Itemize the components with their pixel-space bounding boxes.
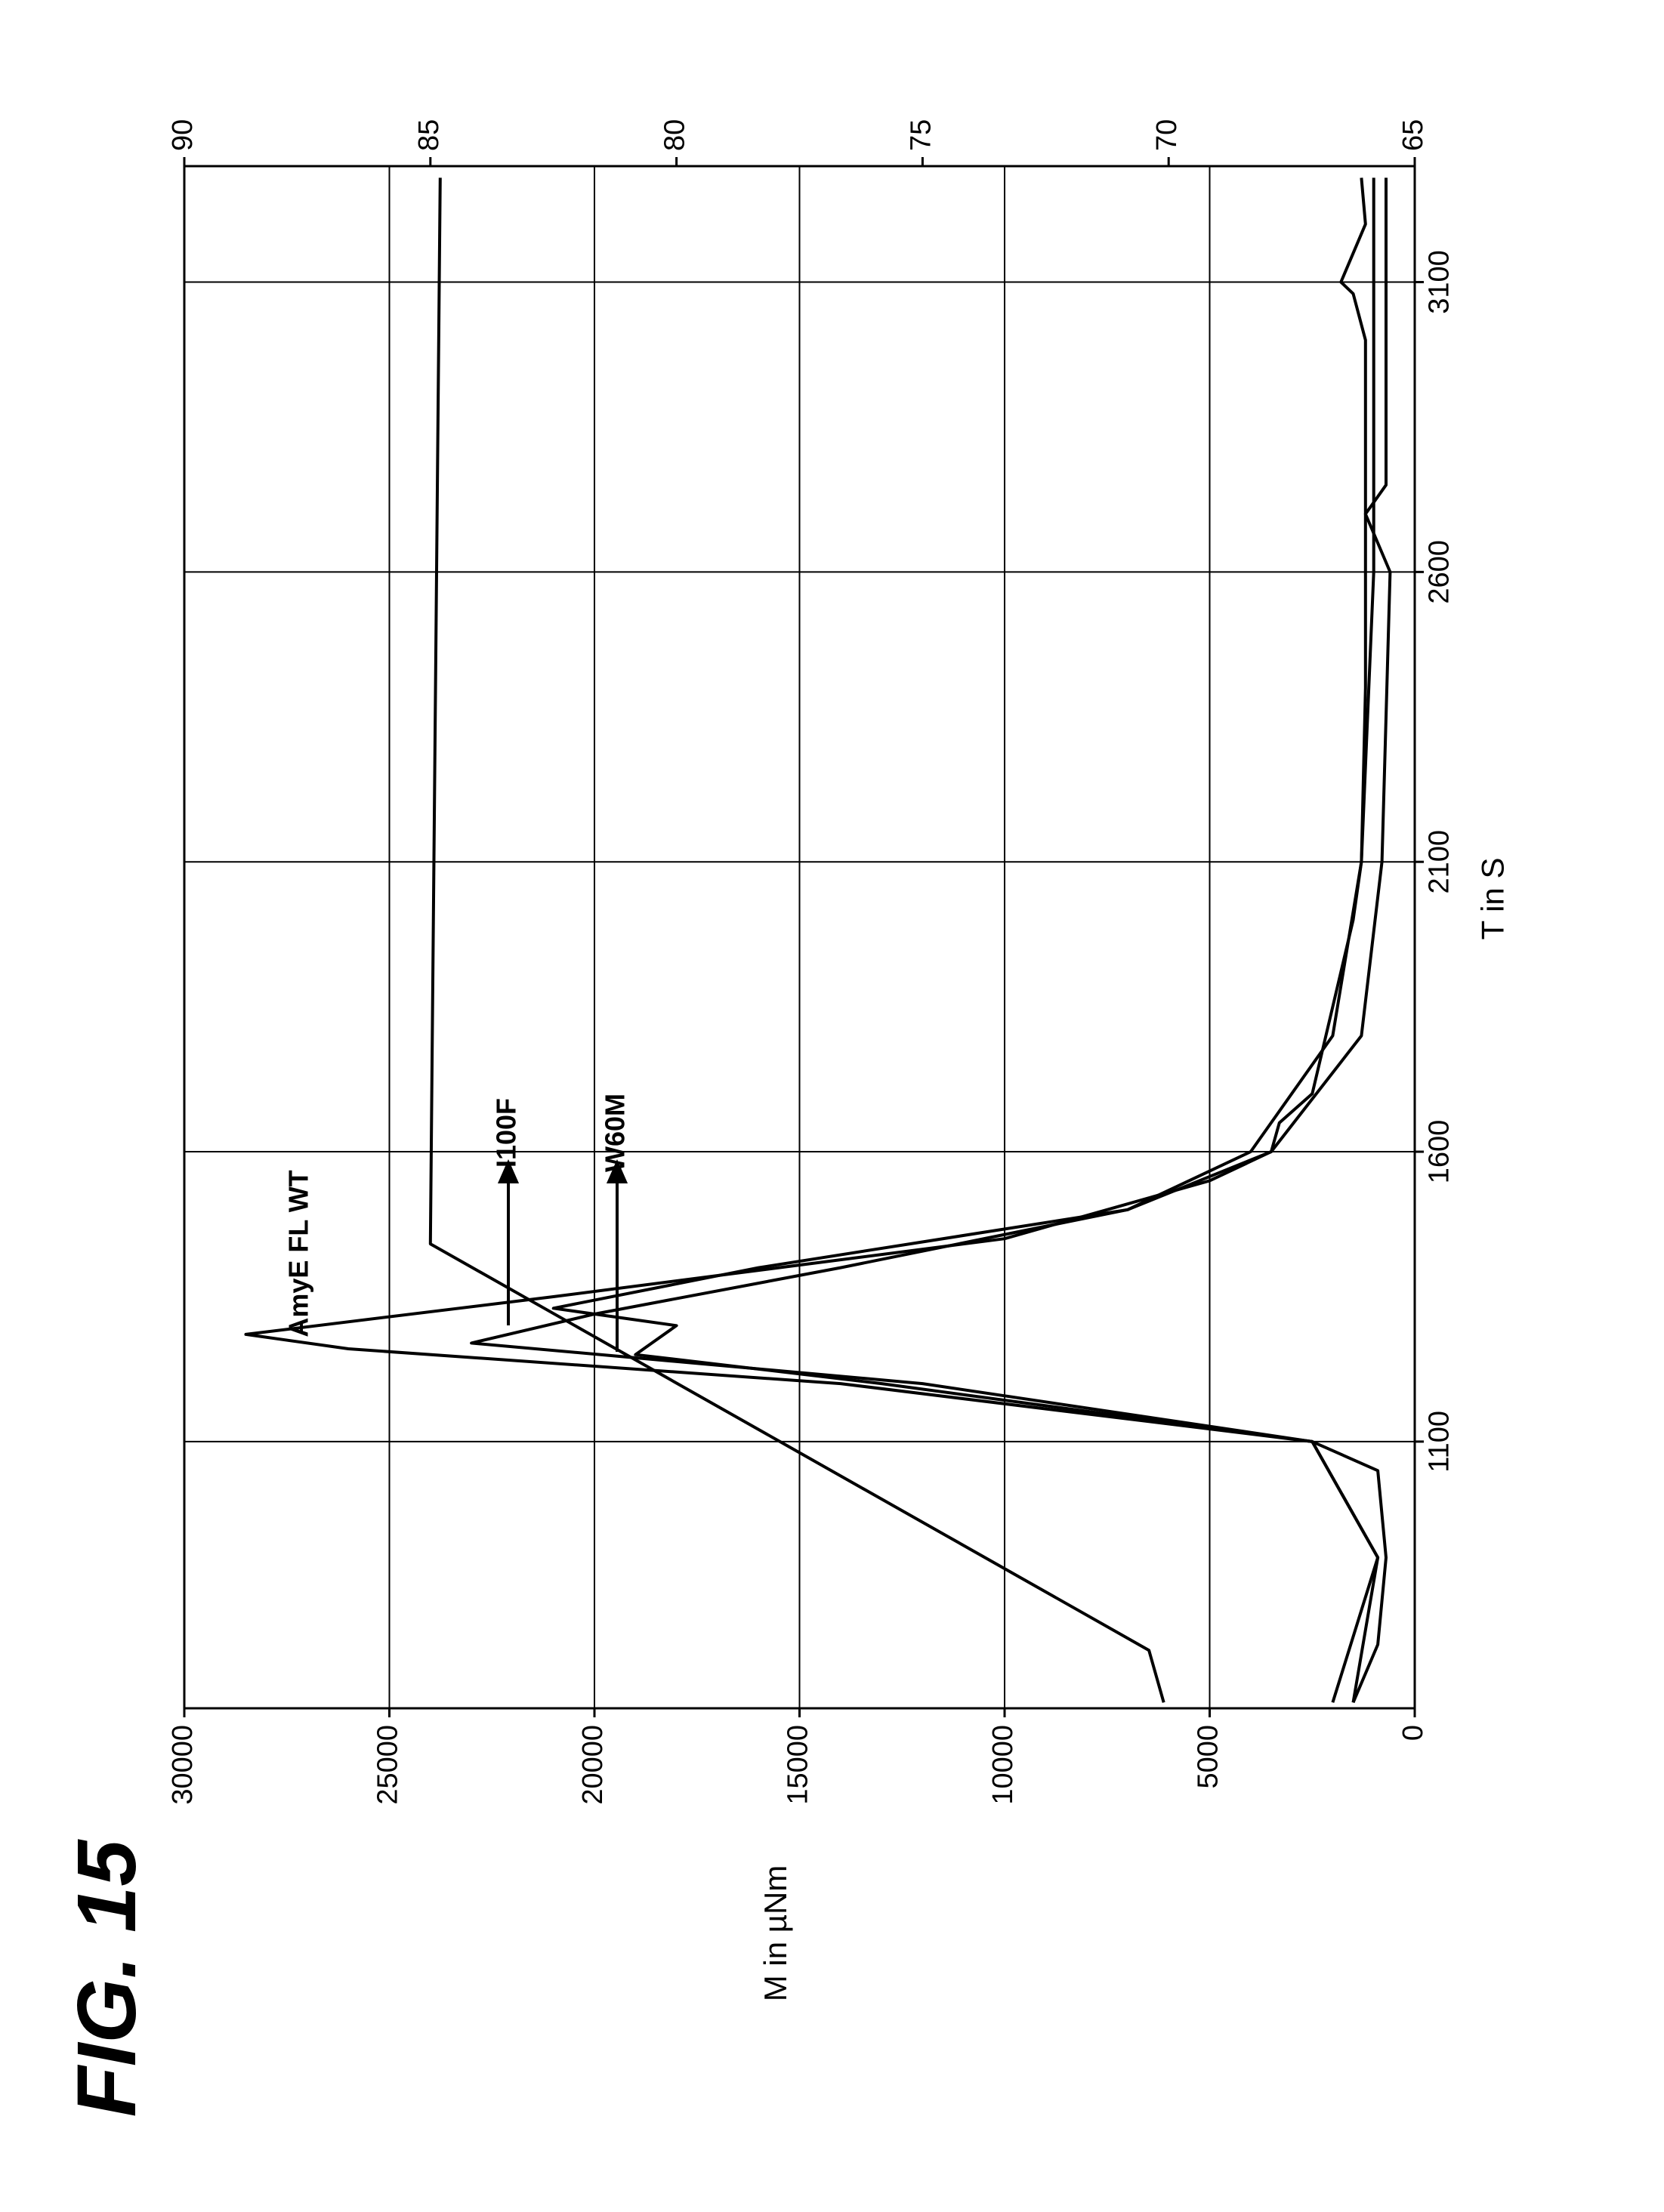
y-tick-label: 30000 bbox=[167, 1725, 199, 1805]
x-axis-label: T in S bbox=[1474, 858, 1510, 940]
figure: AmyE FL WT I100F W60M T in S M in µNm FI… bbox=[0, 0, 1664, 2212]
annotation-arrows bbox=[500, 1163, 625, 1352]
series-line bbox=[471, 177, 1378, 1702]
y-tick-label: 25000 bbox=[372, 1725, 404, 1805]
y-tick-label: 10000 bbox=[987, 1725, 1019, 1805]
x-tick-label: 3100 bbox=[1423, 250, 1455, 314]
figure-title: FIG. 15 bbox=[60, 1839, 153, 2118]
y2-tick-label: 85 bbox=[413, 119, 445, 151]
y-tick-label: 5000 bbox=[1193, 1725, 1224, 1789]
series-line bbox=[431, 177, 1164, 1702]
page: {"chart_data": { "type": "line", "title"… bbox=[0, 0, 1664, 2212]
y-tick-label: 0 bbox=[1397, 1725, 1429, 1741]
series-line bbox=[554, 177, 1391, 1702]
y2-tick-label: 90 bbox=[167, 119, 199, 151]
annotation: I100F bbox=[491, 1098, 522, 1168]
y2-tick-label: 70 bbox=[1151, 119, 1183, 151]
annotation: W60M bbox=[600, 1094, 631, 1172]
x-tick-label: 1600 bbox=[1423, 1120, 1455, 1184]
series-line bbox=[246, 177, 1387, 1702]
y2-tick-label: 75 bbox=[905, 119, 937, 151]
x-tick-label: 2600 bbox=[1423, 540, 1455, 604]
y2-tick-label: 80 bbox=[659, 119, 691, 151]
x-tick-label: 2100 bbox=[1423, 830, 1455, 894]
y-tick-label: 15000 bbox=[783, 1725, 814, 1805]
x-tick-label: 1100 bbox=[1423, 1411, 1455, 1473]
y2-tick-label: 65 bbox=[1397, 119, 1429, 151]
y-axis-label: M in µNm bbox=[758, 1865, 793, 2002]
annotation: AmyE FL WT bbox=[283, 1170, 314, 1337]
y-tick-label: 20000 bbox=[577, 1725, 609, 1805]
